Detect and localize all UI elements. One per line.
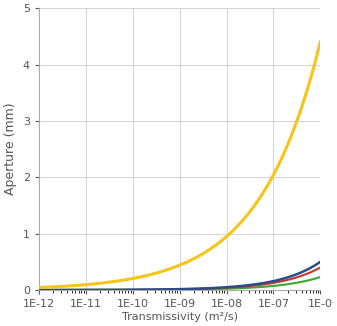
Y-axis label: Aperture (mm): Aperture (mm) (4, 103, 17, 195)
X-axis label: Transmissivity (m²/s): Transmissivity (m²/s) (122, 312, 238, 322)
